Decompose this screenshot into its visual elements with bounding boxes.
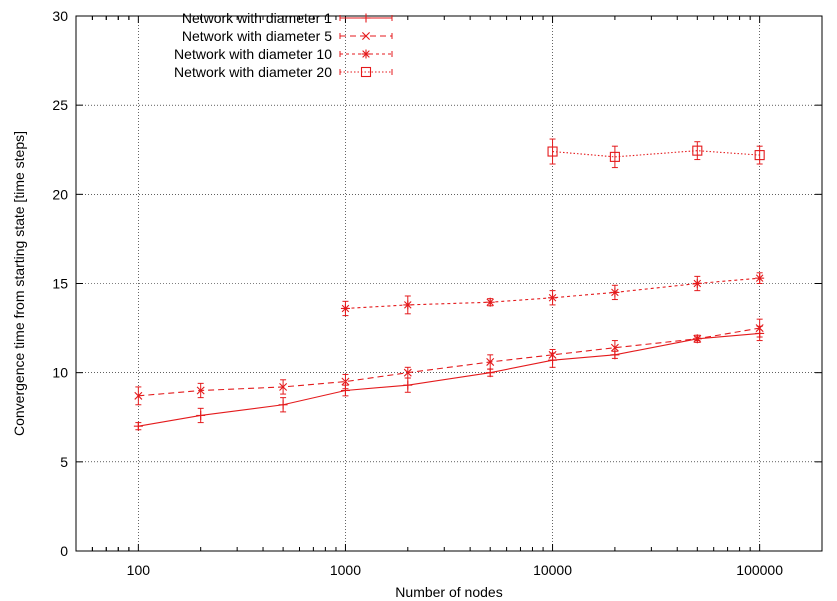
legend-marker xyxy=(362,32,370,40)
y-tick-label: 15 xyxy=(52,276,68,292)
y-tick-label: 20 xyxy=(52,186,68,202)
error-bar xyxy=(611,145,618,169)
data-point xyxy=(403,380,413,390)
data-point xyxy=(755,324,764,333)
legend-label: Network with diameter 5 xyxy=(182,28,332,44)
x-tick-label: 1000 xyxy=(330,562,361,578)
y-tick-label: 30 xyxy=(52,8,68,24)
data-point xyxy=(485,297,495,307)
data-point xyxy=(548,350,557,359)
x-axis-title: Number of nodes xyxy=(395,584,502,600)
data-point xyxy=(692,279,702,288)
data-point xyxy=(755,273,765,283)
legend-marker xyxy=(360,66,372,78)
data-point xyxy=(692,145,703,156)
legend-marker xyxy=(361,13,371,23)
series-3 xyxy=(340,272,765,317)
series-2 xyxy=(134,318,764,406)
data-point xyxy=(486,357,495,366)
error-bar xyxy=(694,141,701,161)
data-point xyxy=(196,410,206,420)
data-point xyxy=(133,421,143,431)
data-point xyxy=(403,300,413,310)
y-tick-label: 5 xyxy=(60,454,68,470)
x-tick-label: 100000 xyxy=(736,562,783,578)
legend-label: Network with diameter 20 xyxy=(174,64,332,80)
y-axis-title: Convergence time from starting state [ti… xyxy=(11,131,27,436)
y-tick-label: 0 xyxy=(60,543,68,559)
series-line xyxy=(138,332,760,427)
data-point xyxy=(196,386,205,395)
legend-label: Network with diameter 1 xyxy=(182,10,332,26)
data-point xyxy=(610,287,620,297)
legend-marker xyxy=(361,49,371,59)
legend-entry: Network with diameter 5 xyxy=(182,28,393,44)
error-bar xyxy=(756,145,763,165)
series-line xyxy=(552,150,760,158)
legend-entry: Network with diameter 1 xyxy=(182,10,393,26)
series-group xyxy=(133,138,765,431)
data-point xyxy=(547,146,558,157)
data-point xyxy=(340,303,350,313)
data-point xyxy=(134,391,143,400)
grid xyxy=(76,16,822,551)
data-point xyxy=(610,343,619,352)
data-point xyxy=(403,368,412,377)
series-4 xyxy=(547,138,765,169)
data-point xyxy=(485,368,495,378)
legend-entry: Network with diameter 10 xyxy=(174,46,393,62)
data-point xyxy=(279,382,288,391)
legend: Network with diameter 1 Network with diam… xyxy=(174,10,393,80)
data-point xyxy=(341,377,350,386)
legend-label: Network with diameter 10 xyxy=(174,46,332,62)
y-tick-label: 25 xyxy=(52,97,68,113)
series-line xyxy=(138,327,760,397)
legend-entry: Network with diameter 20 xyxy=(174,64,393,80)
x-tick-label: 10000 xyxy=(533,562,572,578)
y-tick-label: 10 xyxy=(52,365,68,381)
x-tick-label: 100 xyxy=(127,562,151,578)
data-point xyxy=(754,150,765,161)
axis-ticks: 0 5 10 15 20 25 30 100 1000 10000 100000 xyxy=(52,8,822,578)
data-point xyxy=(609,151,620,162)
data-point xyxy=(278,400,288,410)
data-point xyxy=(548,293,558,303)
data-point xyxy=(693,334,702,343)
error-bar xyxy=(549,138,556,165)
